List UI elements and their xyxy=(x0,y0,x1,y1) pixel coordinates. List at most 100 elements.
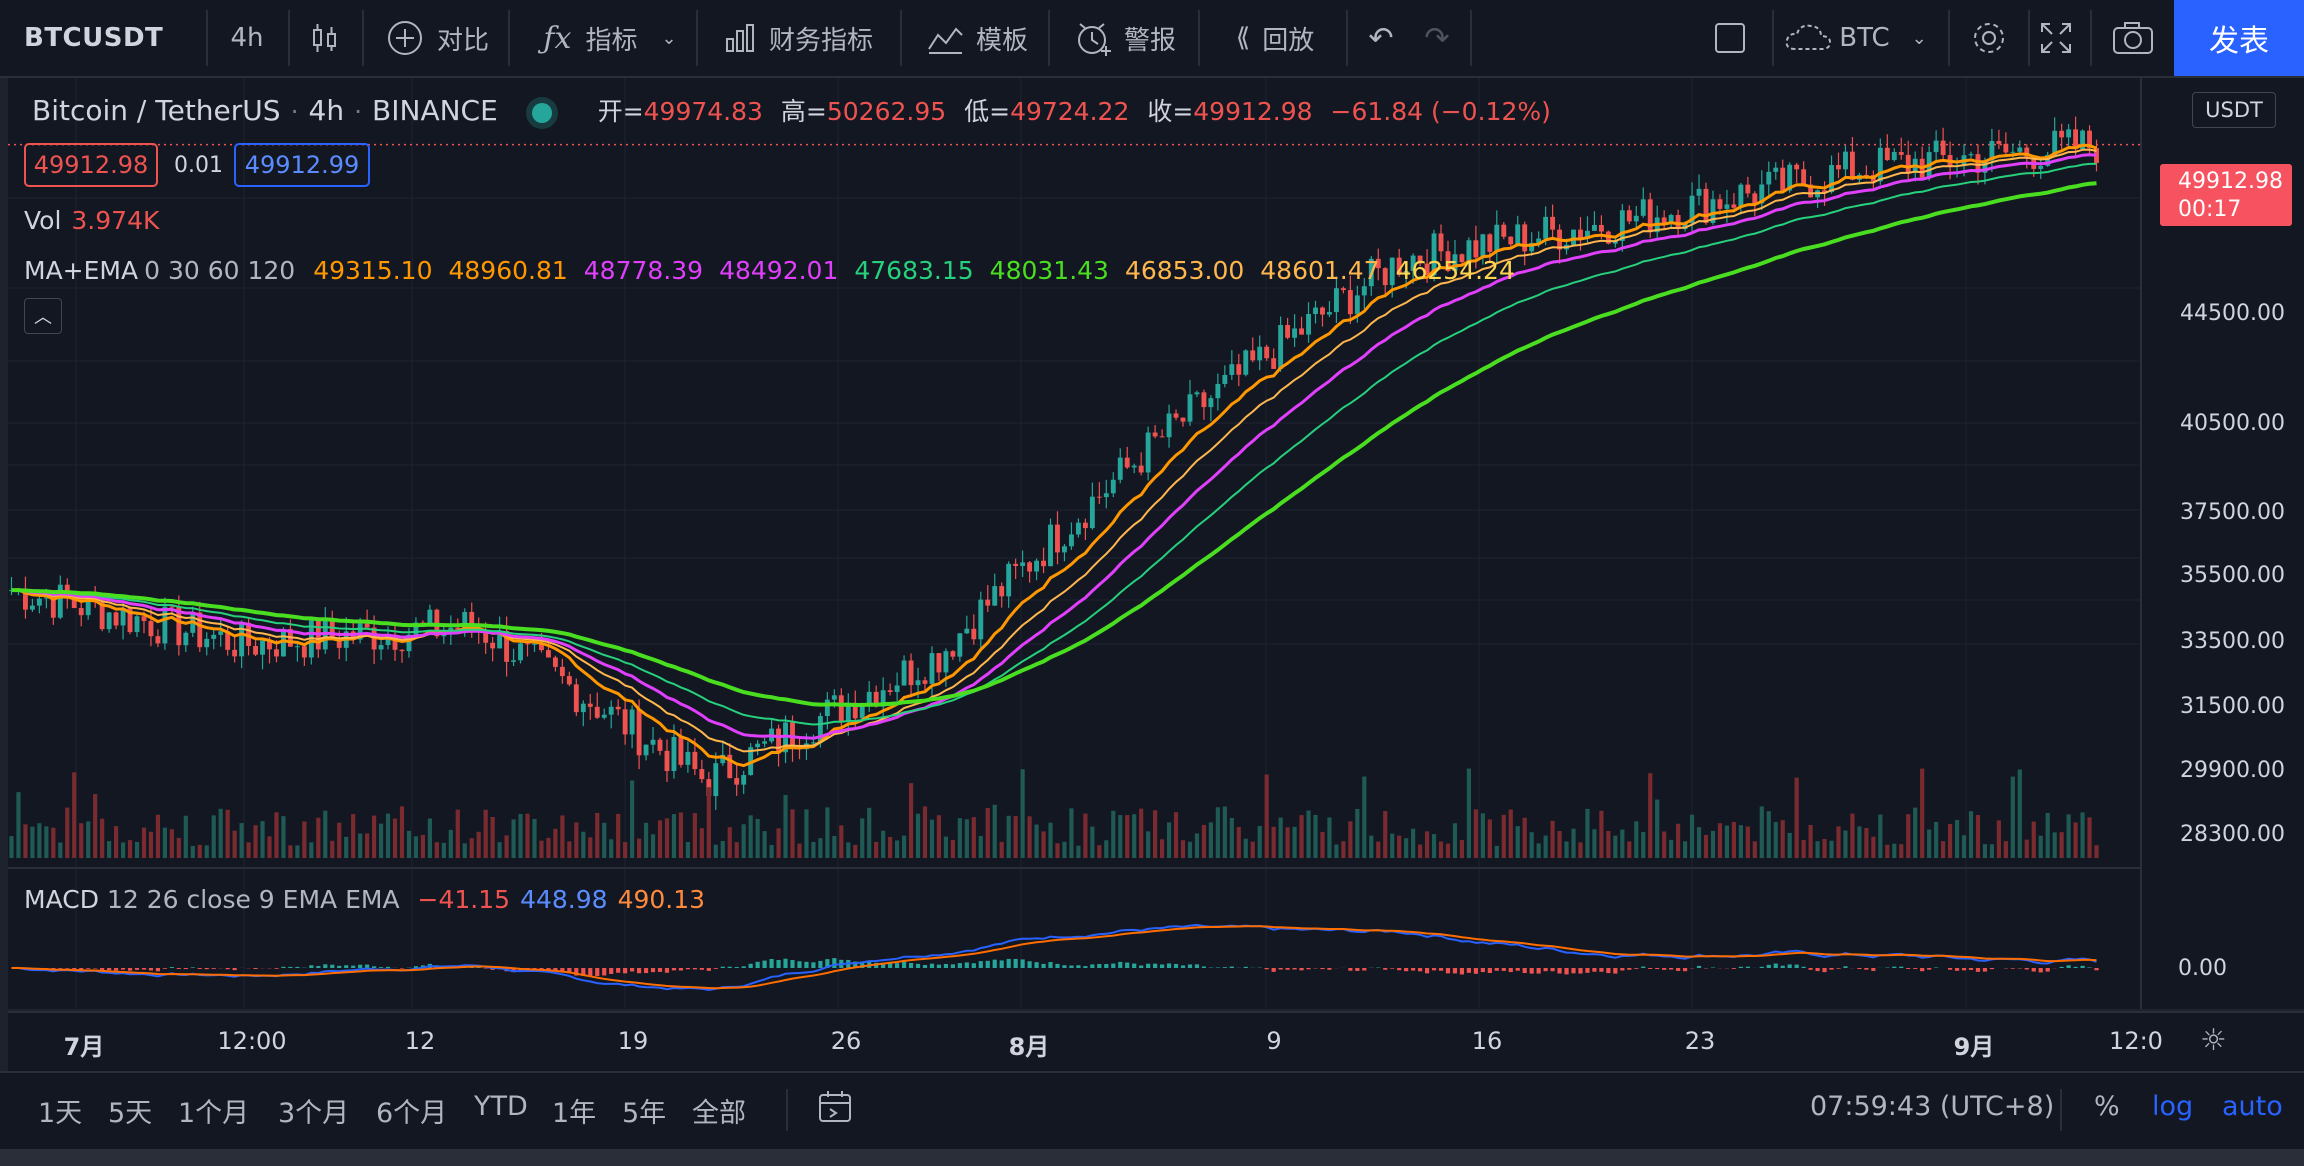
ma-values: 49315.10 48960.81 48778.39 48492.01 47683.15… xyxy=(313,256,1531,285)
volume-bar xyxy=(441,842,446,858)
range-5d-button[interactable]: 5天 xyxy=(108,1098,153,1129)
market-status-icon[interactable] xyxy=(531,103,552,123)
candle-body xyxy=(211,634,217,639)
volume-bar xyxy=(525,813,530,858)
candle-body xyxy=(664,750,670,772)
compare-button[interactable]: 对比 xyxy=(372,0,502,76)
dot-separator: · xyxy=(290,97,299,126)
goto-date-button[interactable] xyxy=(816,1087,856,1131)
volume-bar xyxy=(1424,831,1430,858)
percent-scale-button[interactable]: % xyxy=(2094,1091,2120,1122)
layout-button[interactable] xyxy=(1700,0,1760,76)
candle-body xyxy=(1096,496,1102,498)
volume-bar xyxy=(1013,816,1018,858)
fullscreen-button[interactable] xyxy=(2030,0,2082,76)
range-all-button[interactable]: 全部 xyxy=(692,1098,746,1129)
volume-bar xyxy=(211,815,216,858)
candle-body xyxy=(260,640,265,655)
volume-bar xyxy=(664,818,670,858)
volume-legend: Vol 3.974K xyxy=(24,206,169,235)
candle-body xyxy=(685,751,691,765)
cloud-save-button[interactable]: BTC ⌄ xyxy=(1780,0,1930,76)
candle-body xyxy=(2080,130,2086,150)
volume-bar xyxy=(1362,776,1367,858)
volume-bar xyxy=(964,819,969,858)
clock-timezone[interactable]: 07:59:43 (UTC+8) xyxy=(1810,1091,2055,1122)
price-label: 40500.00 xyxy=(2180,411,2285,436)
publish-button[interactable]: 发表 xyxy=(2174,0,2304,76)
volume-bar xyxy=(1146,831,1151,858)
chart-settings-button[interactable]: ☼ xyxy=(2200,1023,2227,1058)
volume-bar xyxy=(183,815,188,858)
sell-price-button[interactable]: 49912.98 xyxy=(24,143,158,187)
alert-button[interactable]: 警报 xyxy=(1060,0,1190,76)
settings-button[interactable] xyxy=(1954,0,2024,76)
candle-body xyxy=(873,691,879,707)
candle-body xyxy=(1347,290,1353,315)
candle-body xyxy=(943,651,949,673)
volume-bar xyxy=(825,807,830,858)
volume-bar xyxy=(1104,840,1109,858)
chart-type-button[interactable] xyxy=(296,0,354,76)
price-chart[interactable] xyxy=(8,78,2140,1009)
interval-button[interactable]: 4h xyxy=(230,23,264,53)
templates-button[interactable]: 模板 xyxy=(912,0,1042,76)
candle-body xyxy=(2010,151,2016,153)
chart-pane[interactable]: Bitcoin / TetherUS · 4h · BINANCE 开=49974.83… xyxy=(8,78,2140,1009)
range-1m-button[interactable]: 1个月 xyxy=(178,1098,250,1129)
ma-value: 49315.10 xyxy=(313,256,433,285)
undo-button[interactable]: ↶ xyxy=(1356,0,1406,76)
candle-body xyxy=(1529,242,1535,252)
divider xyxy=(1346,10,1348,66)
log-scale-button[interactable]: log xyxy=(2152,1091,2194,1122)
volume-bar xyxy=(1118,815,1123,858)
candle-body xyxy=(511,660,517,662)
volume-bar xyxy=(950,839,955,858)
range-ytd-button[interactable]: YTD xyxy=(474,1091,528,1122)
candle-body xyxy=(357,623,363,640)
candle-body xyxy=(1612,240,1618,244)
fullscreen-icon xyxy=(2041,23,2071,53)
volume-bar xyxy=(155,814,161,858)
volume-bar xyxy=(483,809,488,858)
currency-unit-badge[interactable]: USDT xyxy=(2192,92,2276,128)
volume-bar xyxy=(657,820,663,858)
volume-bar xyxy=(1920,768,1925,858)
volume-bar xyxy=(148,831,154,858)
indicators-button[interactable]: ƒx 指标 ⌄ xyxy=(520,0,700,76)
candle-body xyxy=(1110,479,1116,494)
range-1d-button[interactable]: 1天 xyxy=(38,1098,83,1129)
candle-body xyxy=(1027,562,1033,572)
volume-bar xyxy=(51,827,56,858)
candle-body xyxy=(301,646,307,658)
range-6m-button[interactable]: 6个月 xyxy=(376,1098,448,1129)
volume-bar xyxy=(1501,814,1506,858)
auto-scale-button[interactable]: auto xyxy=(2222,1091,2283,1122)
volume-bar xyxy=(1913,807,1918,858)
candle-body xyxy=(1159,436,1165,438)
collapse-legend-button[interactable]: ︿ xyxy=(24,298,62,334)
redo-button[interactable]: ↷ xyxy=(1412,0,1462,76)
change-value: −61.84 (−0.12%) xyxy=(1330,97,1551,126)
candle-body xyxy=(1696,188,1702,196)
volume-bar xyxy=(1473,809,1478,858)
range-1y-button[interactable]: 1年 xyxy=(552,1098,597,1129)
candle-body xyxy=(1417,255,1423,264)
volume-bar xyxy=(560,815,565,858)
candle-body xyxy=(894,685,900,693)
range-3m-button[interactable]: 3个月 xyxy=(278,1098,350,1129)
volume-bar xyxy=(1397,835,1402,858)
symbol-search-button[interactable]: BTCUSDT xyxy=(24,23,164,53)
replay-button[interactable]: ⟪ 回放 xyxy=(1210,0,1340,76)
candle-body xyxy=(1487,234,1493,252)
time-axis[interactable]: 7月 12:00 12 19 26 8月 9 16 23 9月 12:0 ☼ xyxy=(8,1011,2304,1071)
candle-body xyxy=(936,653,942,673)
buy-price-button[interactable]: 49912.99 xyxy=(234,143,370,187)
volume-bar xyxy=(239,823,244,858)
volume-bar xyxy=(1494,845,1499,858)
range-5y-button[interactable]: 5年 xyxy=(622,1098,667,1129)
price-axis[interactable]: USDT 5 44500.00 40500.00 37500.00 35500.… xyxy=(2140,78,2304,1009)
snapshot-button[interactable] xyxy=(2098,0,2168,76)
financials-button[interactable]: 财务指标 xyxy=(708,0,888,76)
volume-bar xyxy=(895,840,900,858)
